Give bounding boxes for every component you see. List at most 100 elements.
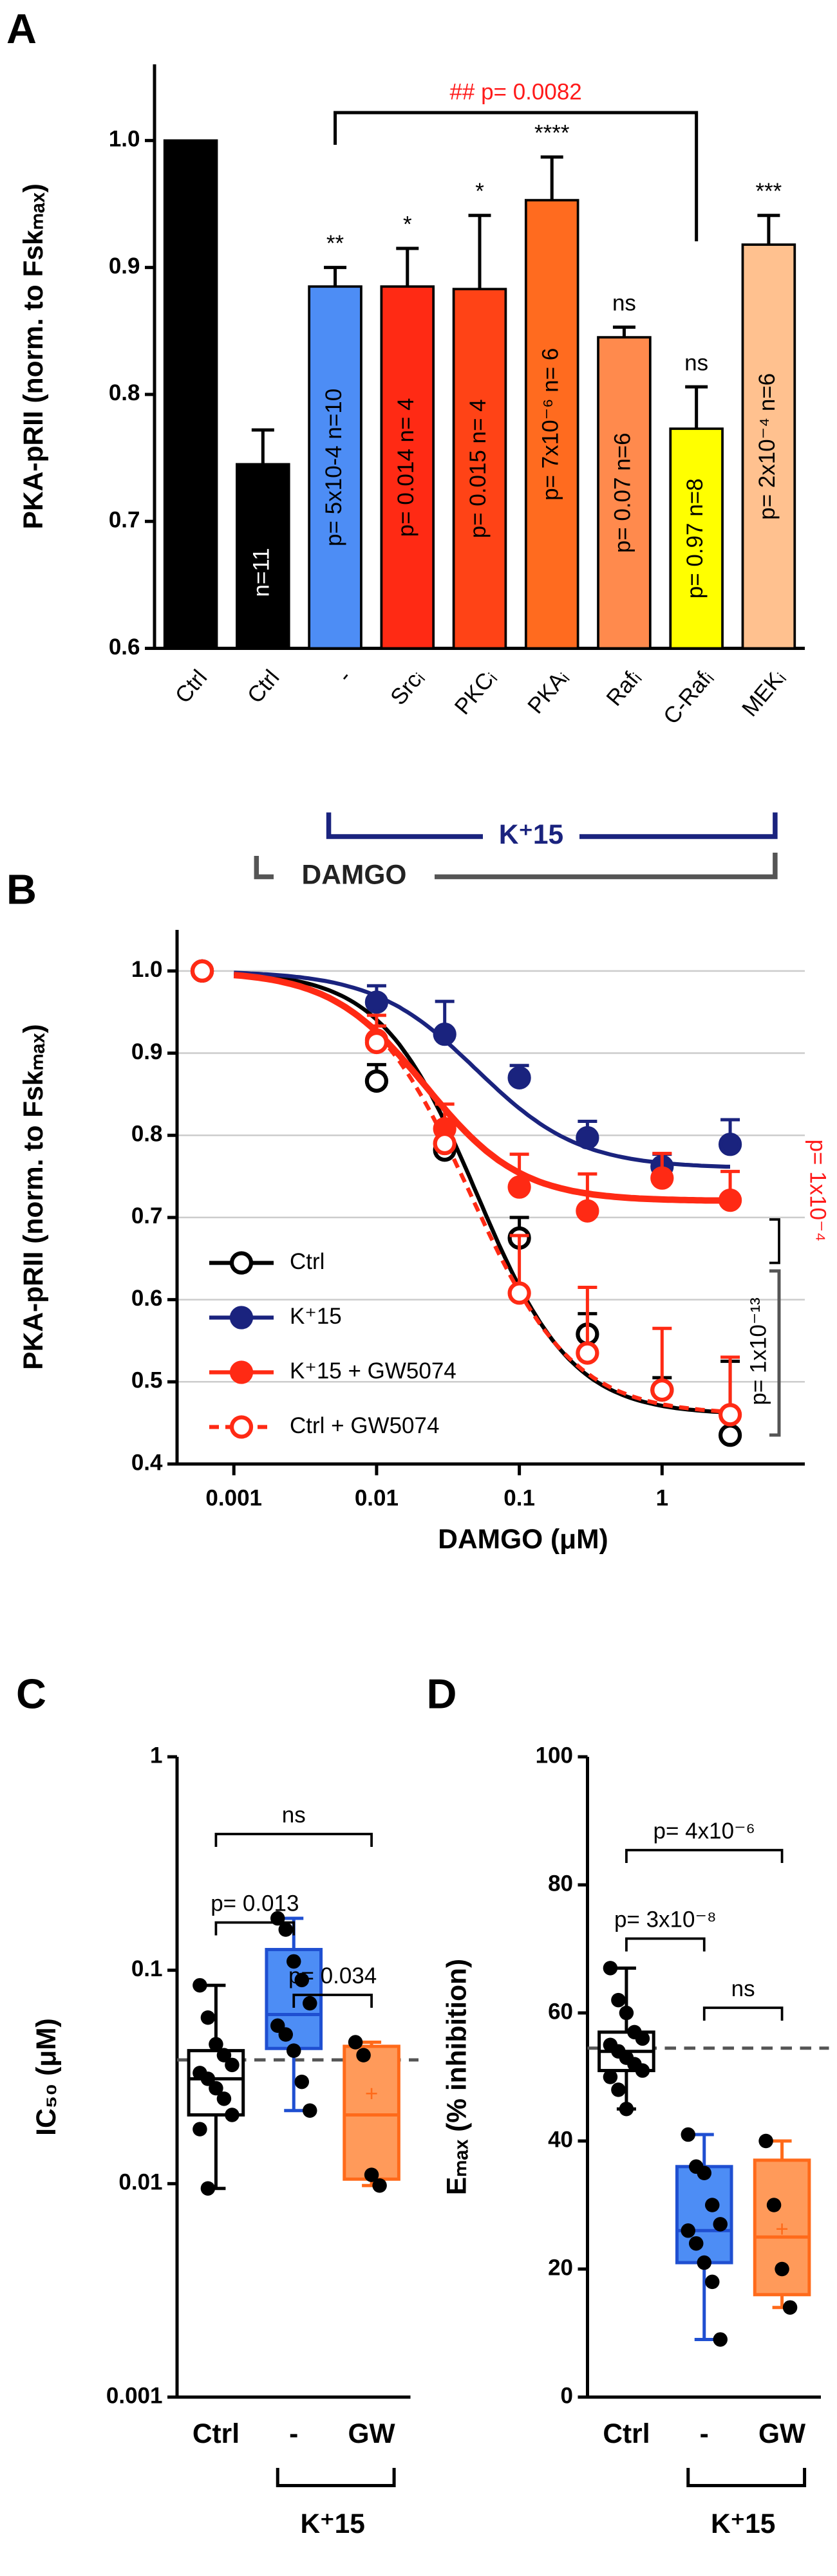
x-tick-label: Ctrl [243, 665, 285, 709]
point [278, 1922, 293, 1937]
point [681, 2127, 695, 2142]
group-line [686, 2468, 807, 2488]
point [603, 1961, 618, 1976]
group-label: K⁺15 [711, 2509, 775, 2539]
y-axis-label: Eₘₐₓ (% inhibition) [442, 1959, 473, 2195]
x-tick-label: Rafᵢ [601, 665, 645, 711]
legend-label: Ctrl [290, 1249, 324, 1274]
bar [669, 427, 724, 650]
x-axis-label: DAMGO (μM) [438, 1524, 608, 1555]
y-tick-label: 0.9 [109, 254, 140, 279]
significance: ** [326, 231, 344, 256]
group-label: DAMGO [302, 860, 407, 891]
group-line [254, 853, 778, 880]
comparison-bracket [214, 1921, 296, 1936]
annotation-bracket [769, 1218, 780, 1265]
significance: * [403, 212, 412, 237]
bar [236, 463, 290, 650]
y-tick-label: 1.0 [109, 127, 140, 152]
fit-curve [234, 970, 730, 1169]
box [343, 2044, 400, 2181]
x-tick-label: MEKᵢ [737, 665, 790, 721]
comparison-label: ns [731, 1976, 755, 2001]
point [619, 2102, 634, 2117]
bracket [334, 111, 699, 242]
point [611, 2082, 626, 2097]
bar-label: p= 0.015 n= 4 [466, 399, 491, 538]
group-bg [274, 857, 435, 896]
point [216, 2091, 232, 2106]
annotation-bracket [769, 1269, 781, 1437]
point [348, 2035, 363, 2050]
y-tick-label: 40 [548, 2127, 573, 2152]
mean: + [775, 2217, 788, 2242]
x-tick-label: - [332, 665, 356, 687]
point [287, 2043, 301, 2058]
point [603, 2070, 618, 2084]
y-axis-label: IC₅₀ (μM) [32, 2018, 62, 2136]
comparison-bracket [214, 1833, 373, 1848]
y-tick-label: 0.5 [131, 1368, 163, 1393]
x-tick-label: GW [348, 2419, 395, 2449]
x-tick-label: Ctrl [170, 665, 212, 709]
point [356, 2048, 371, 2062]
legend-marker [229, 1415, 254, 1439]
x-tick-label: - [700, 2419, 709, 2449]
bar [524, 199, 579, 650]
comparison-bracket [625, 1849, 784, 1864]
point [303, 1996, 317, 2011]
point [705, 2274, 720, 2290]
significance: * [475, 179, 484, 204]
point [507, 1066, 531, 1089]
point [758, 2133, 773, 2149]
x-tick-label: Ctrl [603, 2419, 650, 2449]
point [619, 2005, 634, 2021]
comparison-label: p= 0.013 [211, 1891, 299, 1916]
point [193, 1978, 207, 1993]
point [433, 1131, 456, 1156]
comparison-bracket [702, 2006, 784, 2021]
point [294, 2074, 309, 2090]
point [364, 2167, 379, 2182]
legend-label: K⁺15 + GW5074 [290, 1358, 456, 1384]
bar-label: n=11 [249, 548, 274, 597]
x-tick-label: 1 [656, 1485, 668, 1510]
y-tick-label: 60 [548, 1999, 573, 2024]
bar-label: p= 2x10⁻⁴ n=6 [755, 373, 780, 520]
comparison-label: ns [282, 1802, 306, 1828]
y-tick-label: 0 [561, 2383, 573, 2408]
point [697, 2165, 711, 2180]
bracket-label: ## p= 0.0082 [449, 79, 581, 104]
x-tick-label: 0.001 [205, 1485, 262, 1510]
x-tick-label: Ctrl [193, 2419, 240, 2449]
group-label: K⁺15 [499, 820, 563, 850]
point [225, 2108, 240, 2122]
point [766, 2198, 782, 2212]
point [287, 1954, 301, 1969]
point [364, 1069, 389, 1093]
y-tick-label: 0.1 [131, 1956, 163, 1981]
group-bg [483, 817, 579, 856]
point [705, 2198, 720, 2212]
group-label: K⁺15 [300, 2509, 364, 2539]
comparison-bracket [625, 1937, 706, 1952]
point [782, 2300, 798, 2315]
point [364, 990, 389, 1014]
y-tick-label: 0.001 [106, 2383, 163, 2408]
point [775, 2261, 789, 2277]
point [372, 2178, 387, 2193]
y-tick-label: 0.9 [131, 1039, 163, 1064]
y-tick-label: 0.7 [109, 507, 140, 532]
x-tick-label: 0.01 [355, 1485, 399, 1510]
significance: ns [684, 350, 708, 375]
point [718, 1423, 742, 1447]
y-tick-label: 20 [548, 2255, 573, 2280]
y-tick-label: 0.8 [131, 1121, 163, 1146]
point [294, 1972, 309, 1988]
bar [452, 288, 507, 650]
x-tick-label: PKCᵢ [450, 665, 502, 719]
significance: *** [755, 179, 782, 204]
point [718, 1188, 742, 1212]
